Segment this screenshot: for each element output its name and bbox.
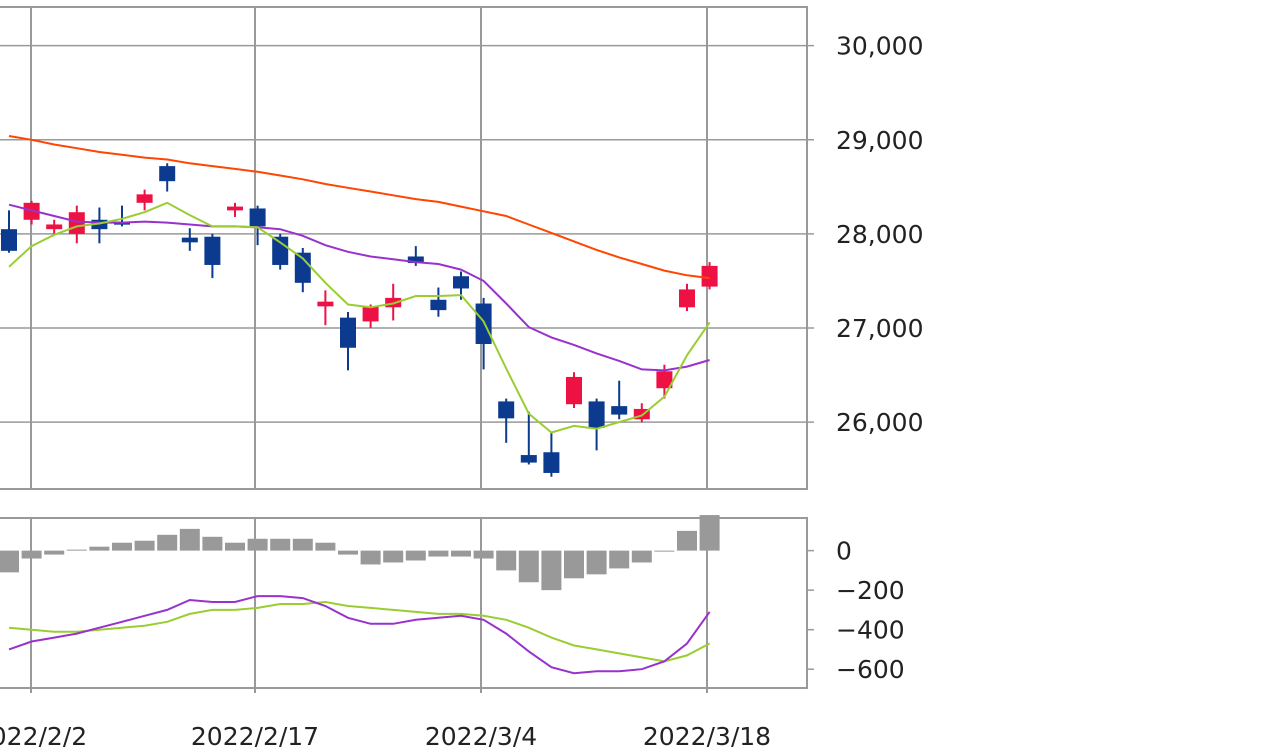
histogram-bar bbox=[66, 549, 87, 551]
candle-body-up bbox=[701, 265, 718, 287]
candle-body-up bbox=[317, 301, 334, 307]
x-tick-label: 2022/2/2 bbox=[0, 722, 87, 747]
histogram-bar bbox=[541, 550, 562, 591]
histogram-bar bbox=[496, 550, 517, 571]
histogram-bar bbox=[564, 550, 584, 579]
histogram-bar bbox=[654, 550, 675, 552]
candle-body-up bbox=[633, 408, 650, 420]
lower-y-tick-label: 0 bbox=[836, 537, 852, 566]
upper-y-tick-label: 27,000 bbox=[836, 314, 923, 343]
candle-body-up bbox=[656, 371, 673, 389]
histogram-bar bbox=[473, 550, 494, 559]
candle-body-down bbox=[407, 256, 424, 264]
candle-body-down bbox=[159, 166, 176, 182]
candle-body-up bbox=[566, 376, 582, 405]
histogram-bar bbox=[677, 530, 697, 551]
histogram-bar bbox=[157, 534, 178, 551]
histogram-bar bbox=[518, 550, 539, 583]
lower-y-axis-labels: 0 −200 −400 −600 bbox=[836, 537, 905, 685]
histogram-bar bbox=[338, 550, 358, 555]
candle-body-down bbox=[294, 252, 311, 283]
histogram-bar bbox=[292, 538, 313, 551]
histogram-bar bbox=[21, 550, 42, 559]
candle-body-down bbox=[1, 229, 17, 251]
upper-y-axis-labels: 26,000 27,000 28,000 29,000 30,000 bbox=[836, 32, 923, 437]
histogram-bar bbox=[405, 550, 426, 561]
macd-lines bbox=[8, 595, 711, 675]
histogram-bar bbox=[247, 538, 268, 551]
candle-body-down bbox=[611, 406, 628, 415]
histogram-bar bbox=[360, 550, 381, 565]
upper-grid bbox=[0, 8, 814, 488]
histogram-bar bbox=[112, 542, 132, 551]
macd-line bbox=[8, 595, 711, 675]
candle-body-down bbox=[272, 236, 289, 265]
histogram-bar bbox=[586, 550, 607, 575]
candlestick-series bbox=[1, 163, 718, 477]
candle-body-down bbox=[340, 317, 356, 348]
candle-body-up bbox=[46, 224, 63, 230]
upper-y-tick-label: 30,000 bbox=[836, 32, 923, 61]
upper-y-tick-label: 28,000 bbox=[836, 220, 923, 249]
lower-y-tick-label: −200 bbox=[836, 576, 905, 605]
histogram-bar bbox=[179, 528, 200, 551]
candle-body-up bbox=[136, 194, 153, 203]
ma-mid-line bbox=[8, 203, 710, 372]
candle-body-up bbox=[227, 206, 243, 211]
candle-body-down bbox=[498, 401, 515, 419]
ma-short-line bbox=[8, 201, 711, 434]
lower-y-tick-label: −600 bbox=[836, 655, 905, 684]
candle-body-down bbox=[588, 401, 605, 428]
histogram-bar bbox=[609, 550, 630, 569]
candle-body-up bbox=[362, 306, 379, 322]
histogram-bar bbox=[202, 536, 223, 551]
candle-body-down bbox=[520, 455, 537, 463]
histogram-bar bbox=[134, 540, 155, 551]
histogram-bar bbox=[699, 515, 720, 551]
histogram-bar bbox=[0, 550, 19, 573]
x-tick-label: 2022/3/18 bbox=[643, 722, 771, 747]
moving-average-lines bbox=[8, 135, 711, 434]
histogram-bar bbox=[451, 550, 471, 557]
histogram-bar bbox=[631, 550, 652, 563]
candle-body-down bbox=[249, 208, 266, 227]
x-axis-labels: 2022/2/2 2022/2/17 2022/3/4 2022/3/18 bbox=[0, 722, 771, 751]
histogram-bar bbox=[270, 538, 291, 551]
candle-body-down bbox=[543, 452, 560, 473]
candle-body-up bbox=[68, 212, 85, 234]
macd-histogram bbox=[0, 515, 720, 591]
histogram-bar bbox=[383, 550, 404, 563]
candle-body-down bbox=[475, 303, 492, 344]
histogram-bar bbox=[428, 550, 449, 557]
candle-body-down bbox=[181, 237, 198, 243]
candle-body-down bbox=[453, 276, 469, 289]
candle-body-down bbox=[204, 236, 221, 265]
upper-y-tick-label: 26,000 bbox=[836, 408, 923, 437]
lower-y-tick-label: −400 bbox=[836, 616, 905, 645]
histogram-bar bbox=[315, 542, 336, 551]
candle-body-up bbox=[679, 289, 695, 308]
signal-line bbox=[8, 600, 711, 663]
histogram-bar bbox=[44, 550, 65, 555]
ma-long-line bbox=[8, 135, 710, 280]
histogram-bar bbox=[89, 546, 110, 551]
histogram-bar bbox=[225, 542, 245, 551]
upper-plot-area bbox=[0, 6, 808, 490]
x-tick-label: 2022/2/17 bbox=[191, 722, 319, 747]
candle-body-down bbox=[430, 299, 447, 311]
x-tick-label: 2022/3/4 bbox=[425, 722, 537, 747]
upper-y-tick-label: 29,000 bbox=[836, 126, 923, 155]
